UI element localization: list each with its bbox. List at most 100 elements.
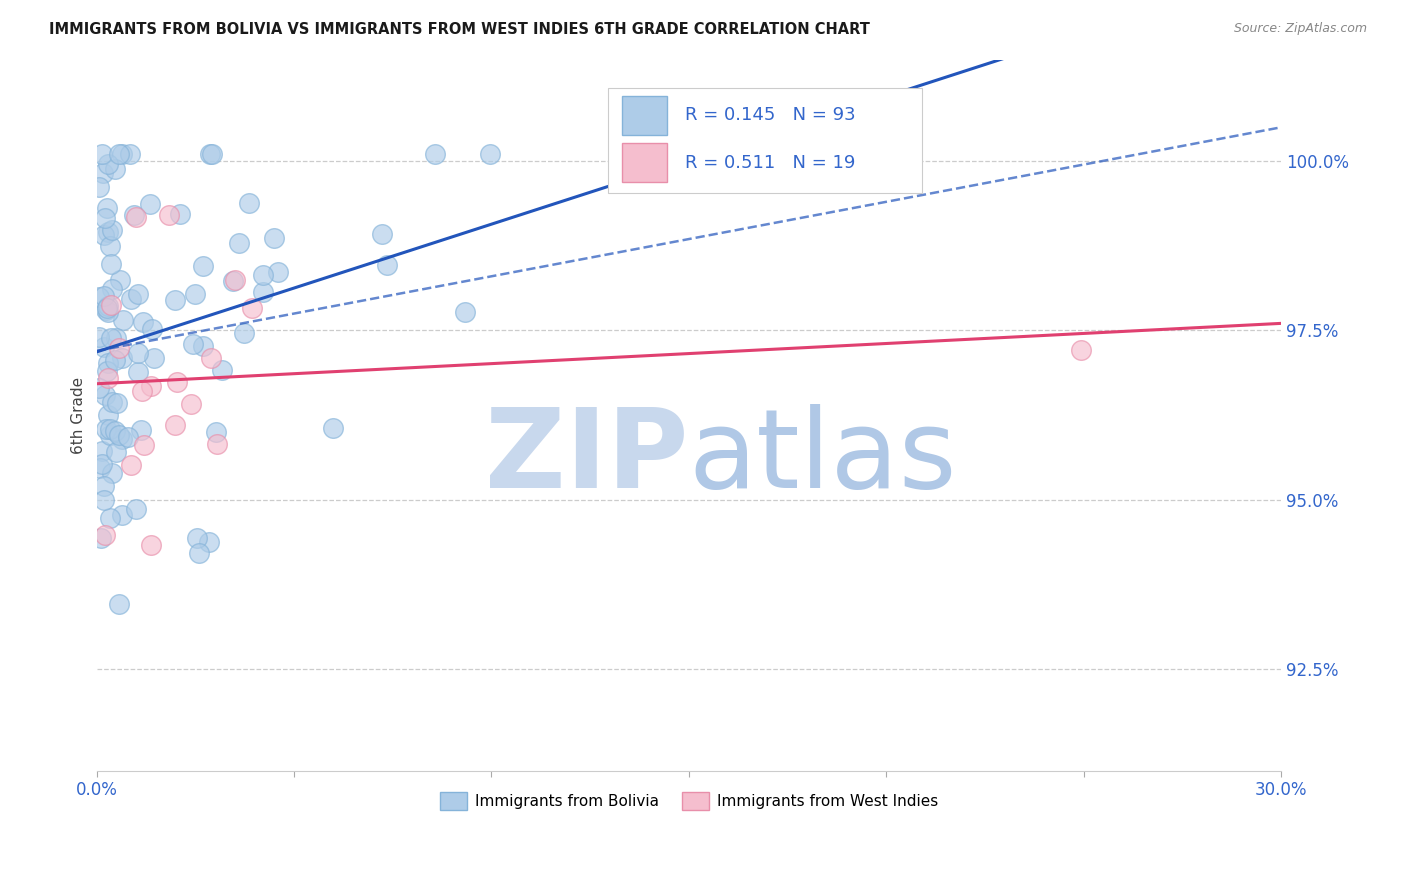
- Point: [184, 287, 207, 301]
- Point: [100, 297, 122, 311]
- Point: [131, 384, 153, 399]
- Point: [97, 356, 120, 370]
- Point: [240, 301, 263, 315]
- Point: [163, 293, 186, 307]
- Point: [94, 388, 117, 402]
- Point: [107, 147, 129, 161]
- Point: [134, 438, 156, 452]
- Point: [105, 331, 128, 345]
- Point: [104, 162, 127, 177]
- Point: [157, 208, 180, 222]
- Point: [104, 445, 127, 459]
- Text: Source: ZipAtlas.com: Source: ZipAtlas.com: [1233, 22, 1367, 36]
- Point: [252, 268, 274, 282]
- Point: [120, 458, 142, 472]
- Point: [201, 147, 224, 161]
- Point: [205, 425, 228, 439]
- Point: [207, 436, 229, 450]
- Point: [125, 501, 148, 516]
- Point: [132, 315, 155, 329]
- Point: [141, 379, 163, 393]
- Point: [375, 258, 398, 272]
- Point: [97, 371, 120, 385]
- Text: IMMIGRANTS FROM BOLIVIA VS IMMIGRANTS FROM WEST INDIES 6TH GRADE CORRELATION CHA: IMMIGRANTS FROM BOLIVIA VS IMMIGRANTS FR…: [49, 22, 870, 37]
- Point: [125, 210, 148, 224]
- Point: [87, 290, 110, 304]
- Point: [105, 396, 128, 410]
- Point: [87, 180, 110, 194]
- Point: [108, 427, 131, 442]
- Point: [90, 444, 112, 458]
- Point: [139, 197, 162, 211]
- Point: [93, 289, 115, 303]
- Point: [117, 430, 139, 444]
- Point: [141, 322, 163, 336]
- Point: [101, 223, 124, 237]
- Point: [478, 147, 501, 161]
- Point: [252, 285, 274, 299]
- Point: [104, 424, 127, 438]
- Point: [118, 147, 141, 161]
- Point: [224, 273, 246, 287]
- Point: [90, 531, 112, 545]
- Y-axis label: 6th Grade: 6th Grade: [72, 376, 86, 454]
- Text: R = 0.511   N = 19: R = 0.511 N = 19: [685, 153, 856, 171]
- Point: [191, 259, 214, 273]
- Point: [96, 201, 118, 215]
- Text: R = 0.145   N = 93: R = 0.145 N = 93: [685, 106, 856, 124]
- Point: [94, 528, 117, 542]
- Point: [96, 364, 118, 378]
- Point: [94, 422, 117, 436]
- Point: [169, 207, 191, 221]
- Point: [94, 211, 117, 225]
- Point: [111, 147, 134, 161]
- Point: [101, 282, 124, 296]
- Point: [100, 510, 122, 524]
- Point: [127, 345, 149, 359]
- Point: [97, 299, 120, 313]
- Point: [98, 422, 121, 436]
- Point: [104, 353, 127, 368]
- Text: ZIP: ZIP: [485, 404, 689, 511]
- FancyBboxPatch shape: [609, 88, 922, 194]
- Point: [97, 305, 120, 319]
- Point: [93, 493, 115, 508]
- Bar: [623, 143, 668, 182]
- Legend: Immigrants from Bolivia, Immigrants from West Indies: Immigrants from Bolivia, Immigrants from…: [433, 786, 945, 816]
- Point: [200, 351, 222, 365]
- Point: [322, 420, 344, 434]
- Point: [1070, 343, 1092, 357]
- Bar: [623, 95, 668, 135]
- Point: [100, 331, 122, 345]
- Point: [122, 208, 145, 222]
- Point: [228, 235, 250, 250]
- Point: [111, 432, 134, 446]
- Point: [166, 375, 188, 389]
- Point: [111, 508, 134, 523]
- Text: atlas: atlas: [689, 404, 957, 511]
- Point: [100, 466, 122, 480]
- Point: [100, 395, 122, 409]
- Point: [183, 337, 205, 351]
- Point: [120, 293, 142, 307]
- Point: [129, 423, 152, 437]
- Point: [425, 147, 447, 161]
- Point: [96, 302, 118, 317]
- Point: [96, 301, 118, 315]
- Point: [187, 546, 209, 560]
- Point: [87, 330, 110, 344]
- Point: [96, 408, 118, 422]
- Point: [127, 365, 149, 379]
- Point: [198, 147, 221, 161]
- Point: [191, 339, 214, 353]
- Point: [163, 418, 186, 433]
- Point: [263, 231, 285, 245]
- Point: [142, 351, 165, 366]
- Point: [454, 305, 477, 319]
- Point: [108, 273, 131, 287]
- Point: [91, 166, 114, 180]
- Point: [98, 238, 121, 252]
- Point: [108, 597, 131, 611]
- Point: [89, 461, 111, 475]
- Point: [266, 265, 288, 279]
